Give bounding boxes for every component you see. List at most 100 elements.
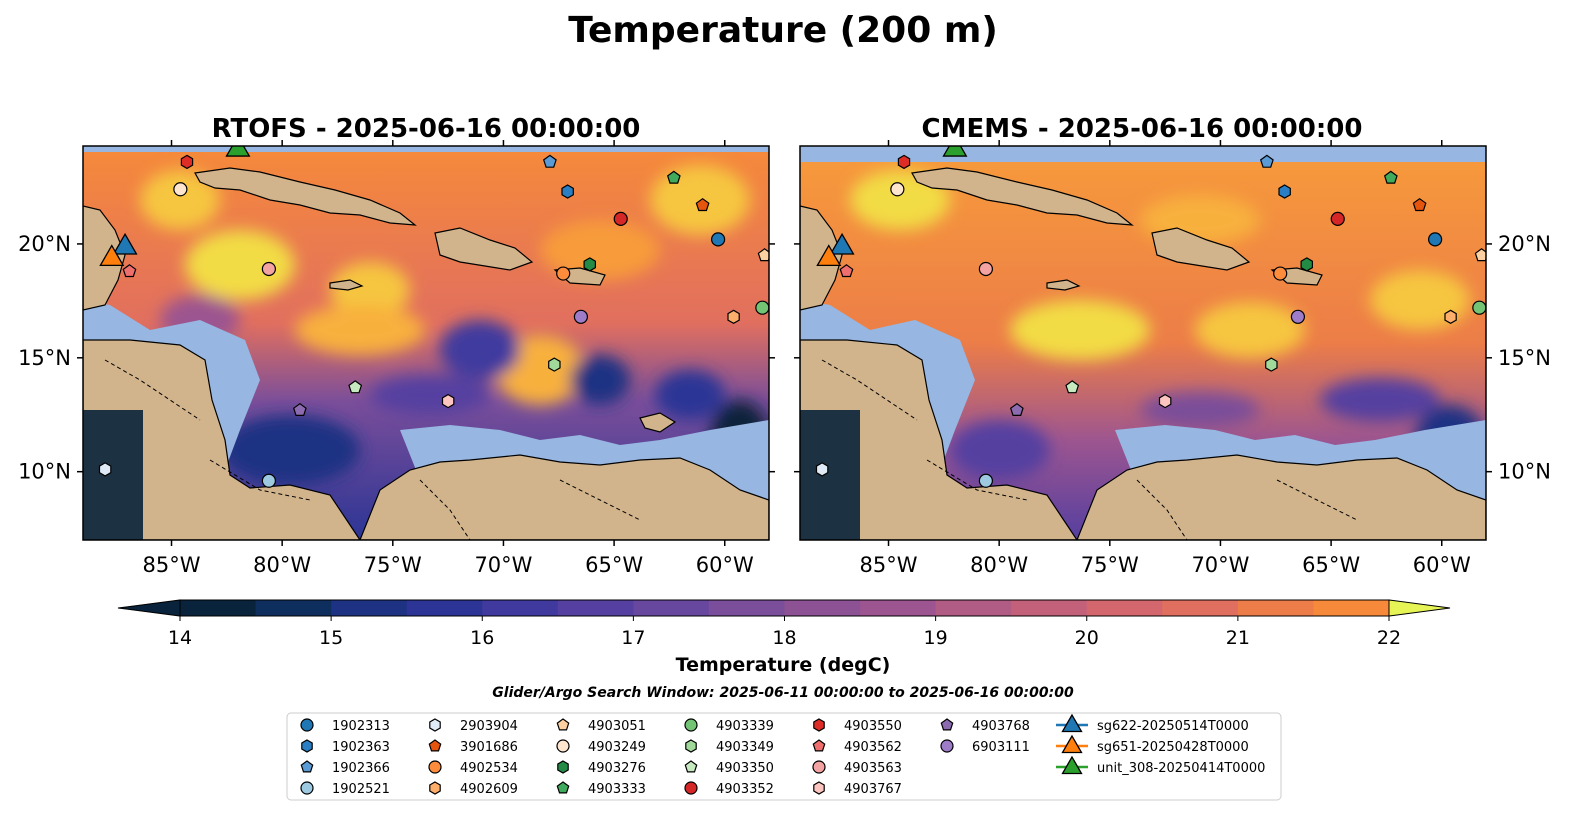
country-borders-rtofs: [104, 359, 641, 540]
float-marker: [1265, 357, 1278, 372]
figure-title: Temperature (200 m): [568, 10, 998, 51]
colorbar-tick-label: 21: [1226, 627, 1250, 649]
legend-marker: [812, 760, 826, 774]
float-marker: [897, 154, 911, 170]
float-marker: [757, 248, 769, 262]
colorbar-ticks: 14 15 16 17 18 19 20 21 22: [168, 616, 1401, 649]
legend-marker: [556, 718, 570, 731]
float-marker: [727, 309, 740, 324]
float-marker: [542, 154, 557, 168]
legend-label: 4903550: [844, 719, 902, 734]
colorbar-segment: [1313, 600, 1390, 616]
glider-marker: [816, 244, 842, 267]
float-marker: [180, 154, 194, 170]
legend-marker: [684, 781, 698, 795]
float-marker: [1444, 309, 1457, 324]
legend-label: 1902363: [332, 740, 390, 755]
legend-label: 4903562: [844, 740, 902, 755]
legend-marker: [429, 718, 441, 732]
float-marker: [695, 197, 710, 212]
colorbar-tick-label: 15: [319, 627, 343, 649]
map-frame-cmems: [799, 145, 1487, 541]
legend-label: 4903563: [844, 761, 902, 776]
float-marker: [1290, 309, 1306, 324]
legend-label: 4903350: [716, 761, 774, 776]
float-marker: [1300, 257, 1314, 272]
legend-marker: [557, 760, 569, 774]
float-marker: [1009, 402, 1024, 416]
legend-marker: [429, 781, 441, 795]
x-tick-label: 70°W: [474, 553, 532, 577]
float-marker: [1472, 300, 1486, 315]
y-tick-label: 10°N: [1498, 460, 1551, 484]
x-tick-label: 65°W: [585, 553, 643, 577]
land-masses-cmems: [800, 167, 1486, 540]
colorbar-segment: [860, 600, 937, 616]
x-tick-label: 85°W: [860, 553, 918, 577]
float-marker: [978, 261, 993, 277]
float-marker: [583, 257, 597, 272]
colorbar-tick-label: 20: [1075, 627, 1099, 649]
float-markers-rtofs: [98, 154, 769, 488]
colorbar-segment: [180, 600, 257, 616]
y-tick-label: 15°N: [1498, 346, 1551, 370]
legend-label: 4902534: [460, 761, 518, 776]
y-tick-label: 20°N: [1498, 232, 1551, 256]
legend-entries: 1902313 1902363 1902366 1902521 2903904 39016…: [300, 713, 1265, 797]
float-marker: [441, 393, 455, 409]
legend-label: 4903349: [716, 740, 774, 755]
x-tick-label: 80°W: [970, 553, 1028, 577]
float-marker: [173, 182, 188, 197]
colorbar-tick-label: 22: [1377, 627, 1401, 649]
glider-marker: [112, 232, 138, 255]
y-tick-label: 10°N: [18, 460, 71, 484]
panel-title-rtofs: RTOFS - 2025-06-16 00:00:00: [212, 114, 641, 144]
deep-pacific-rtofs: [83, 410, 143, 540]
legend-marker: [300, 760, 314, 773]
float-marker: [1259, 154, 1274, 168]
float-marker: [815, 462, 829, 477]
legend-marker: [428, 739, 442, 752]
legend-frame: [286, 712, 1282, 801]
float-marker: [1474, 248, 1486, 262]
x-tick-label: 80°W: [253, 553, 311, 577]
float-marker: [348, 380, 363, 394]
colorbar-segment: [935, 600, 1012, 616]
legend-label: sg651-20250428T0000: [1097, 740, 1249, 755]
y-tick-label: 15°N: [18, 346, 71, 370]
axis-ticks-rtofs: 85°W 80°W 75°W 70°W 65°W 60°W 10°N 15°N 20°N: [18, 140, 775, 577]
float-marker: [1383, 170, 1398, 184]
x-tick-label: 60°W: [1413, 553, 1471, 577]
legend-label: 4903333: [588, 782, 646, 797]
legend-marker: [1061, 755, 1083, 775]
colorbar-tick-label: 17: [621, 627, 645, 649]
legend-label: 4903768: [972, 719, 1030, 734]
legend-label: 4902609: [460, 782, 518, 797]
colorbar-segment: [633, 600, 710, 616]
float-marker: [839, 264, 854, 278]
legend-label: 4903051: [588, 719, 646, 734]
x-tick-label: 75°W: [1081, 553, 1139, 577]
legend: 1902313 1902363 1902366 1902521 2903904 39016…: [286, 712, 1282, 801]
legend-marker: [428, 760, 442, 774]
float-marker: [890, 182, 905, 197]
colorbar-segments: [117, 599, 1451, 617]
panel-title-cmems: CMEMS - 2025-06-16 00:00:00: [922, 114, 1363, 144]
x-tick-label: 65°W: [1302, 553, 1360, 577]
colorbar-segment: [331, 600, 408, 616]
float-marker: [1412, 197, 1427, 212]
float-marker: [1273, 266, 1288, 281]
legend-label: sg622-20250514T0000: [1097, 719, 1249, 734]
colorbar-segment: [255, 600, 332, 616]
legend-label: 1902366: [332, 761, 390, 776]
glider-markers-cmems: [816, 146, 968, 267]
float-markers-cmems: [815, 154, 1486, 488]
colorbar-segment: [1237, 600, 1314, 616]
legend-label: 3901686: [460, 740, 518, 755]
country-borders-cmems: [821, 359, 1358, 540]
map-panel-rtofs: RTOFS - 2025-06-16 00:00:00: [18, 114, 775, 577]
float-marker: [122, 264, 137, 278]
y-tick-label: 20°N: [18, 232, 71, 256]
map-panel-cmems: CMEMS - 2025-06-16 00:00:00: [794, 114, 1551, 577]
